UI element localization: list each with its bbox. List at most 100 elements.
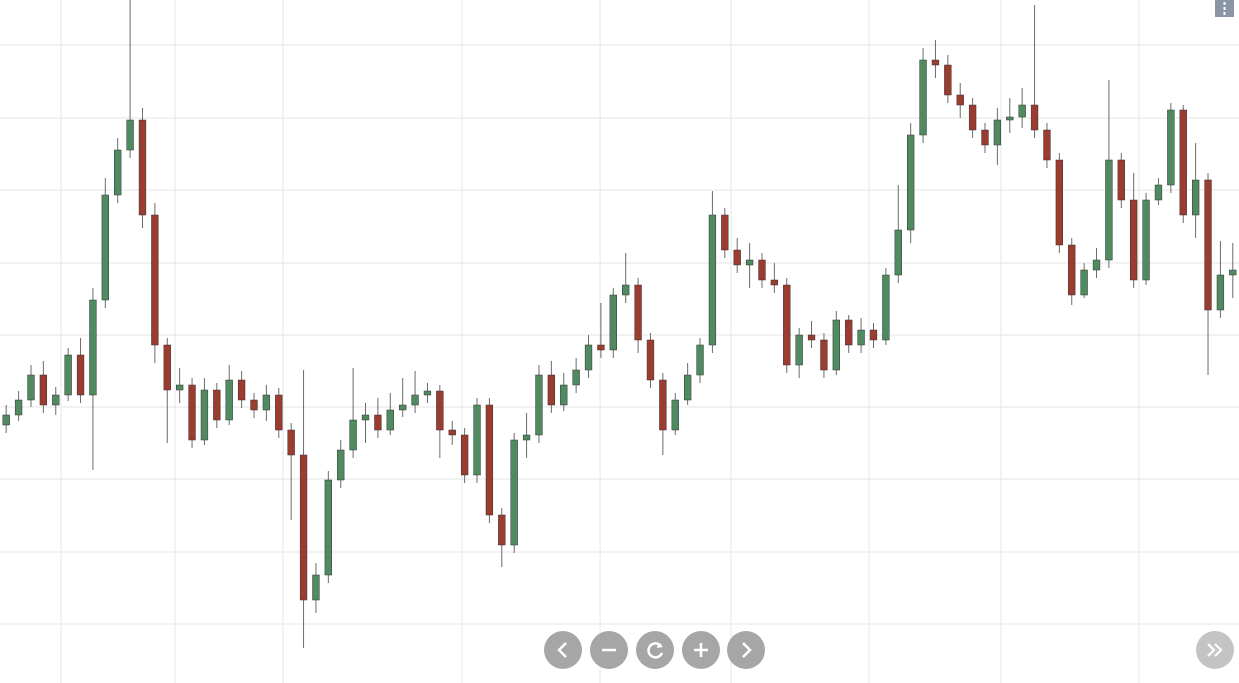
candle-body [1229, 269, 1237, 276]
candle-body [1055, 159, 1064, 246]
candle-body [944, 64, 952, 96]
candle-body [14, 399, 23, 416]
candle-body [733, 249, 741, 266]
candle-body [175, 384, 184, 391]
candle-body [919, 59, 927, 136]
candle-body [832, 319, 840, 371]
candle-body [1105, 159, 1113, 261]
candle-body [1068, 244, 1076, 296]
candle-body [1030, 104, 1039, 131]
candle-body [101, 194, 109, 301]
candle-body [981, 129, 989, 146]
candle-body [845, 319, 853, 346]
candle-body [436, 390, 444, 431]
candle-body [783, 284, 791, 366]
candle-body [485, 404, 494, 516]
candle-body [857, 329, 865, 346]
candle-body [1204, 179, 1212, 311]
candle-body [64, 354, 72, 396]
candle-body [634, 284, 642, 341]
candle-body [671, 399, 679, 431]
candle-body [52, 394, 60, 406]
candle-body [795, 334, 803, 366]
toolbar [544, 0, 1234, 669]
candle-body [151, 214, 159, 346]
candle-body [374, 414, 382, 431]
candle-body [1130, 199, 1138, 281]
candle-body [473, 404, 481, 476]
reset-button[interactable] [636, 631, 674, 669]
candle-body [708, 214, 717, 346]
candle-body [27, 374, 35, 401]
candle-body [138, 119, 147, 216]
candle-body [1018, 104, 1026, 118]
candle-body [882, 274, 890, 341]
zoom-in-button[interactable] [682, 631, 720, 669]
candle-body [907, 134, 915, 231]
candle-body [820, 339, 828, 371]
candle-body [423, 390, 432, 396]
candle-body [299, 454, 308, 601]
candle-body [361, 414, 370, 421]
candle-body [2, 414, 10, 426]
candle-body [721, 214, 729, 251]
candle-body [547, 374, 556, 406]
candle-body [1154, 184, 1163, 201]
candle-body [597, 344, 605, 351]
candle-body [869, 329, 878, 341]
scroll-left-button[interactable] [544, 631, 582, 669]
candle-body [1006, 116, 1014, 121]
candles [2, 0, 1237, 648]
candle-body [126, 119, 134, 151]
candle-body [696, 344, 704, 376]
candle-body [807, 334, 816, 341]
candle-body [931, 59, 940, 66]
candle-body [262, 394, 271, 411]
candle-body [659, 379, 667, 431]
candle-body [1167, 109, 1175, 186]
candle-body [1117, 159, 1125, 201]
candle-body [522, 434, 531, 441]
candle-body [609, 294, 617, 351]
candle-body [1043, 129, 1051, 161]
go-to-latest-button[interactable] [1196, 631, 1234, 669]
scroll-right-button[interactable] [727, 631, 765, 669]
candle-body [213, 389, 221, 421]
candle-body [770, 279, 779, 286]
candle-body [275, 394, 283, 431]
candle-body [956, 94, 964, 106]
candle-body [386, 409, 394, 431]
candle-body [399, 404, 407, 411]
candle-body [114, 149, 122, 196]
candle-body [560, 384, 568, 406]
candle-body [1142, 199, 1150, 281]
candle-body [584, 344, 593, 371]
candle-body [622, 284, 630, 296]
candle-body [76, 354, 85, 396]
candle-body [39, 374, 48, 406]
candle-body [460, 434, 469, 476]
candle-body [287, 429, 295, 456]
candle-body [510, 439, 518, 546]
candle-body [250, 399, 258, 411]
candle-body [1080, 269, 1088, 296]
candle-body [498, 514, 506, 546]
candle-body [200, 389, 209, 441]
candle-body [324, 479, 332, 576]
candle-body [89, 299, 97, 396]
candle-body [1179, 109, 1187, 216]
candle-body [163, 344, 171, 391]
candle-body [572, 369, 580, 386]
candle-body [535, 374, 543, 436]
candle-body [337, 449, 345, 481]
candle-body [225, 379, 233, 421]
candle-body [1216, 274, 1225, 311]
candle-body [448, 429, 456, 436]
zoom-out-button[interactable] [590, 631, 628, 669]
candle-body [968, 104, 977, 131]
candle-body [188, 384, 196, 441]
settings-button[interactable] [1215, 0, 1234, 17]
